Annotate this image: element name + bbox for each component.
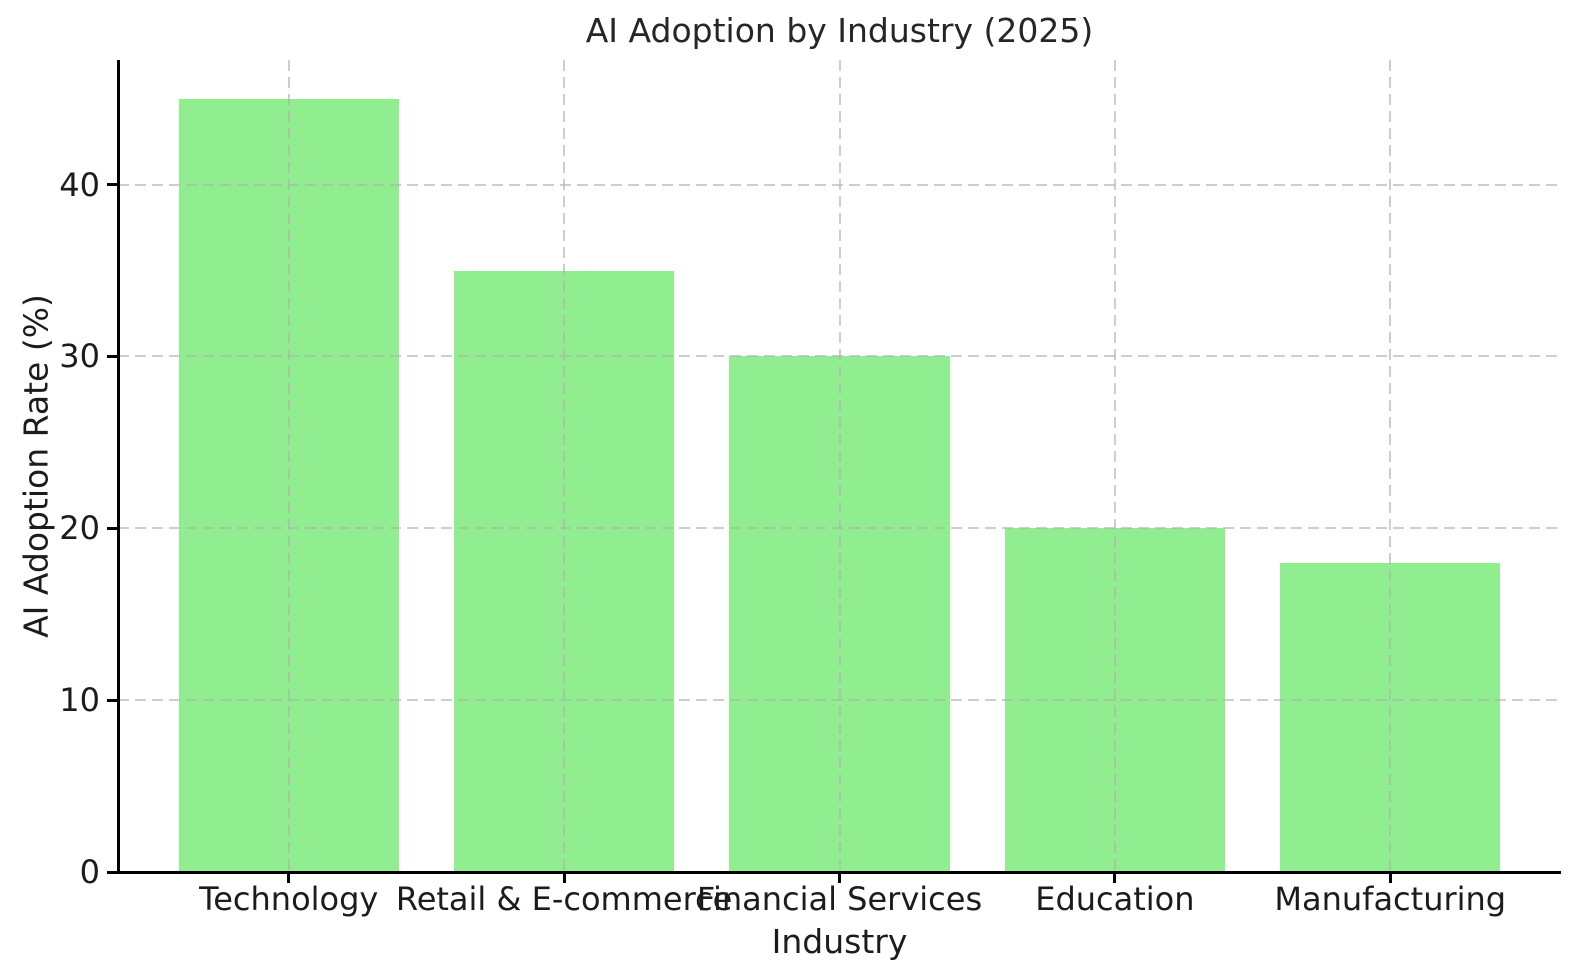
y-tick-label: 30 [59, 337, 100, 376]
y-tick-mark [107, 354, 117, 358]
x-tick-label: Financial Services [696, 880, 983, 918]
y-tick-mark [107, 183, 117, 187]
y-tick-label: 40 [59, 165, 100, 204]
y-tick-mark [107, 526, 117, 530]
x-tick-label: Manufacturing [1274, 880, 1507, 918]
y-tick-label: 10 [59, 681, 100, 720]
gridline-vertical [838, 60, 841, 872]
y-tick-label: 0 [79, 853, 100, 891]
y-tick-mark [107, 698, 117, 702]
y-tick-mark [107, 870, 117, 874]
gridline-vertical [287, 60, 290, 872]
x-axis-title: Industry [771, 922, 908, 961]
x-tick-label: Education [1035, 880, 1195, 918]
x-tick-mark [1388, 873, 1392, 883]
gridline-vertical [1389, 60, 1392, 872]
gridline-horizontal [118, 699, 1561, 702]
x-tick-label: Technology [199, 880, 379, 918]
y-tick-label: 20 [59, 509, 100, 548]
x-tick-label: Retail & E-commerce [395, 880, 733, 918]
gridline-horizontal [118, 355, 1561, 358]
y-axis-spine [116, 60, 120, 874]
plot-area: 0 10 20 30 40 Technology Retail & E-commerce Fi… [59, 60, 1561, 918]
chart-title: AI Adoption by Industry (2025) [585, 11, 1094, 50]
x-axis-spine [116, 870, 1561, 874]
x-tick-mark [562, 873, 566, 883]
gridline-horizontal [118, 527, 1561, 530]
gridline-vertical [563, 60, 566, 872]
x-tick-mark [287, 873, 291, 883]
gridline-vertical [1113, 60, 1116, 872]
x-tick-mark [1113, 873, 1117, 883]
x-tick-mark [838, 873, 841, 883]
gridline-horizontal [118, 183, 1561, 186]
